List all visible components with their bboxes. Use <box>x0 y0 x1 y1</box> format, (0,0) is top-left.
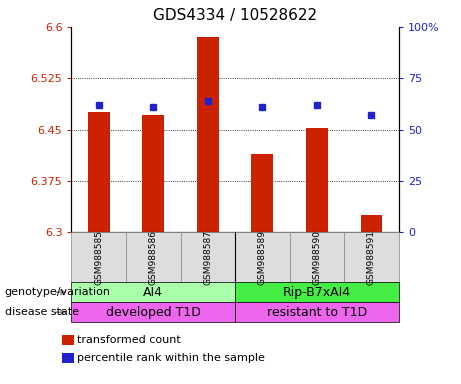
Text: genotype/variation: genotype/variation <box>5 287 111 297</box>
Bar <box>88 113 110 232</box>
Bar <box>306 128 328 232</box>
Bar <box>252 154 273 232</box>
Bar <box>197 37 219 232</box>
Text: percentile rank within the sample: percentile rank within the sample <box>77 353 266 363</box>
Text: GSM988587: GSM988587 <box>203 230 213 285</box>
Text: Rip-B7xAI4: Rip-B7xAI4 <box>283 286 351 299</box>
Title: GDS4334 / 10528622: GDS4334 / 10528622 <box>153 8 317 23</box>
Text: GSM988585: GSM988585 <box>94 230 103 285</box>
Text: AI4: AI4 <box>143 286 163 299</box>
Text: resistant to T1D: resistant to T1D <box>267 306 367 319</box>
Text: transformed count: transformed count <box>77 335 181 345</box>
Bar <box>361 215 382 232</box>
Text: GSM988586: GSM988586 <box>149 230 158 285</box>
Bar <box>142 114 164 232</box>
Text: GSM988589: GSM988589 <box>258 230 267 285</box>
Text: GSM988591: GSM988591 <box>367 230 376 285</box>
Text: GSM988590: GSM988590 <box>313 230 321 285</box>
Text: developed T1D: developed T1D <box>106 306 201 319</box>
Text: disease state: disease state <box>5 307 79 317</box>
